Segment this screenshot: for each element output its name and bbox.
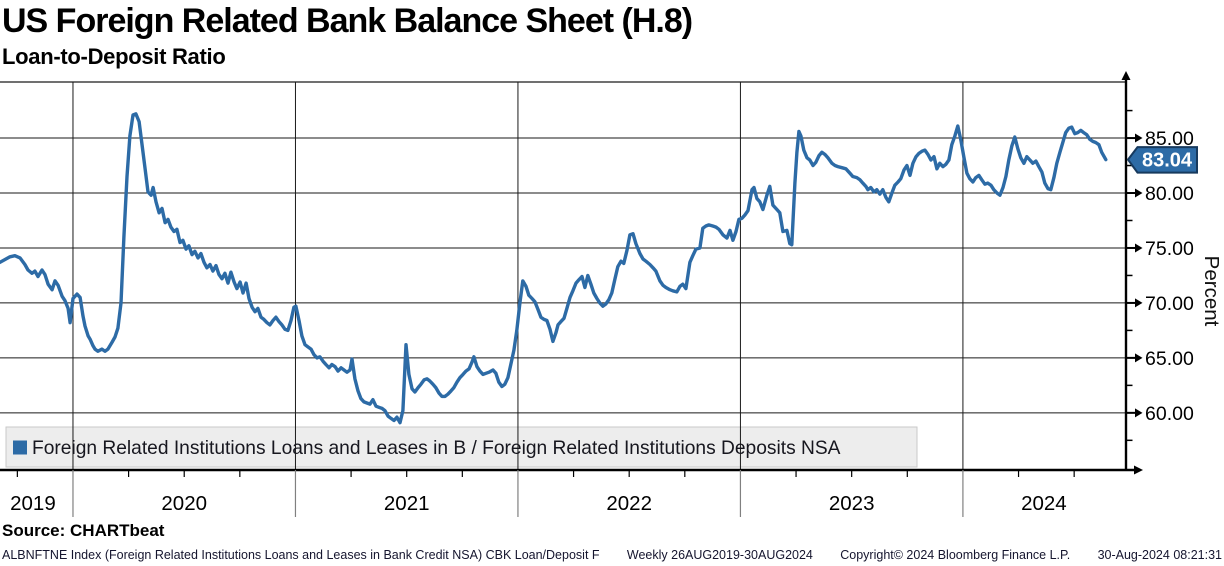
- y-tick-arrow-icon: [1135, 243, 1143, 253]
- chart-subtitle: Loan-to-Deposit Ratio: [2, 44, 226, 69]
- x-axis-arrow-icon: [1134, 465, 1143, 475]
- y-tick-label: 75.00: [1145, 238, 1194, 260]
- last-value-badge: [1126, 146, 1198, 174]
- footnote-periodicity: Weekly 26AUG2019-30AUG2024: [626, 548, 813, 562]
- legend-box: [5, 426, 918, 468]
- x-year-label: 2024: [1021, 492, 1067, 515]
- legend-marker: [13, 440, 27, 455]
- y-tick-label: 80.00: [1145, 183, 1194, 205]
- data-line: [0, 112, 1108, 425]
- footnote-timestamp: 30-Aug-2024 08:21:31: [1097, 548, 1222, 562]
- footnote-security-info: ALBNFTNE Index (Foreign Related Institut…: [2, 548, 600, 562]
- footnote-copyright: Copyright© 2024 Bloomberg Finance L.P.: [840, 548, 1071, 562]
- footnote-bar: ALBNFTNE Index (Foreign Related Institut…: [2, 548, 1222, 562]
- y-tick-arrow-icon: [1135, 133, 1143, 143]
- legend-label: Foreign Related Institutions Loans and L…: [32, 438, 841, 459]
- y-tick-label: 70.00: [1145, 293, 1194, 315]
- last-value-badge-label: 83.04: [1142, 150, 1193, 172]
- y-tick-arrow-icon: [1135, 298, 1143, 308]
- y-tick-arrow-icon: [1135, 188, 1143, 198]
- x-year-label: 2021: [384, 492, 430, 515]
- y-tick-arrow-icon: [1135, 408, 1143, 418]
- x-year-label: 2023: [829, 492, 875, 515]
- x-year-label: 2019: [10, 492, 56, 515]
- y-axis-title: Percent: [1200, 256, 1223, 327]
- source-line: Source: CHARTbeat: [2, 521, 165, 540]
- page-title: US Foreign Related Bank Balance Sheet (H…: [2, 2, 693, 40]
- y-tick-label: 65.00: [1145, 348, 1194, 370]
- y-tick-label: 60.00: [1145, 403, 1194, 425]
- y-tick-arrow-icon: [1135, 353, 1143, 363]
- x-year-label: 2022: [606, 492, 652, 515]
- x-year-label: 2020: [161, 492, 207, 515]
- y-tick-label: 85.00: [1145, 128, 1194, 150]
- y-axis-arrow-icon: [1121, 71, 1131, 80]
